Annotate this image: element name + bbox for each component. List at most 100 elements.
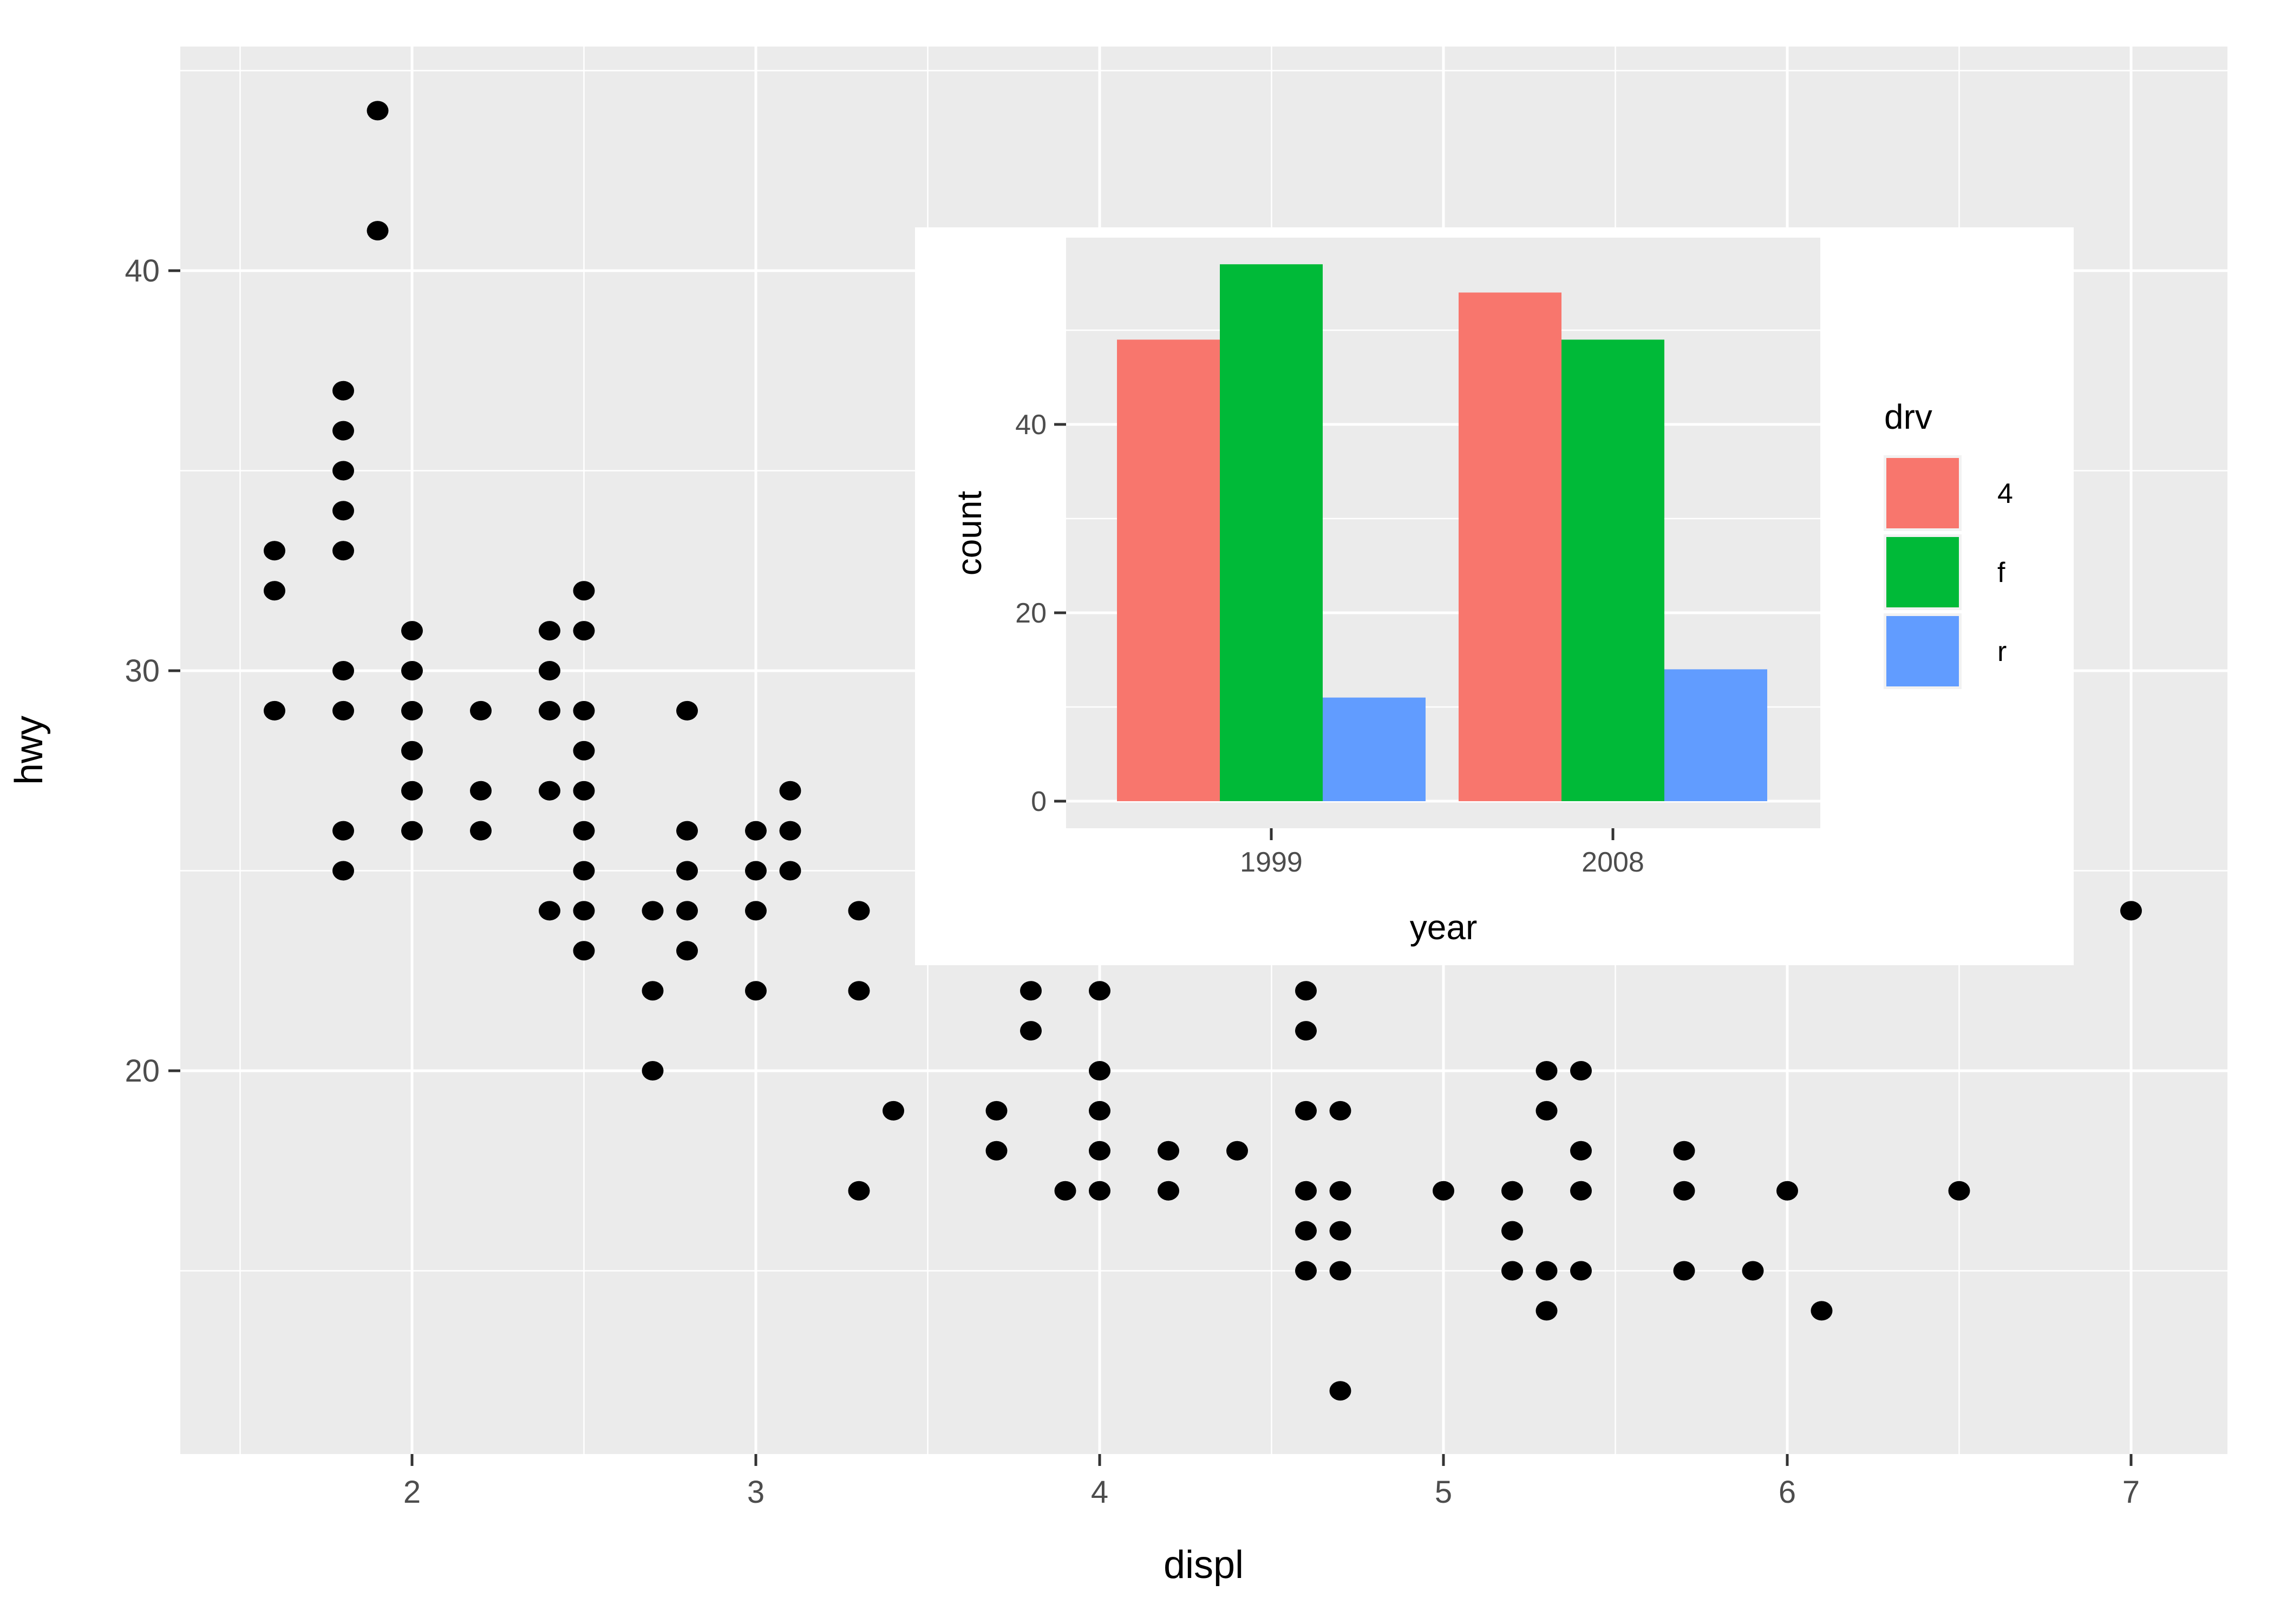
scatter-point [332,661,354,680]
scatter-point [332,541,354,561]
scatter-point [1673,1261,1695,1281]
inset-axis-ticks [1054,423,1615,840]
scatter-point [642,901,664,921]
scatter-point [1295,1221,1317,1241]
scatter-point [779,821,801,841]
inset-bar-chart: 1999 2008 0 20 40 year count drv 4 f r [915,227,2074,965]
scatter-point [745,901,767,921]
scatter-point [1226,1141,1248,1161]
scatter-point [642,981,664,1001]
scatter-point [1535,1061,1558,1081]
scatter-point [539,621,560,641]
scatter-point [1329,1221,1351,1241]
scatter-point [1535,1301,1558,1321]
scatter-point [1433,1181,1454,1201]
scatter-point [1089,1061,1110,1081]
scatter-point [539,700,560,721]
scatter-point [1742,1261,1764,1281]
x-tick-label: 3 [747,1475,764,1510]
legend-title: drv [1884,397,1932,436]
scatter-point [1089,1181,1110,1201]
scatter-point [745,861,767,881]
scatter-point [848,981,870,1001]
scatter-point [332,501,354,521]
scatter-point [1020,1021,1042,1041]
scatter-point [470,781,492,801]
scatter-point [539,661,560,680]
scatter-point [401,781,423,801]
x-tick-label: 6 [1779,1475,1796,1510]
scatter-point [573,781,595,801]
scatter-point [573,700,595,721]
scatter-point [470,821,492,841]
scatter-point [848,901,870,921]
scatter-point [779,781,801,801]
scatter-point [539,781,560,801]
scatter-point [573,581,595,601]
scatter-point [264,581,285,601]
x-tick-label: 7 [2122,1475,2140,1510]
scatter-point [332,381,354,401]
scatter-point [1089,1101,1110,1121]
scatter-point [539,901,560,921]
scatter-point [745,981,767,1001]
scatter-point [1295,981,1317,1001]
bar-1999-drv-4 [1117,339,1220,801]
scatter-point [573,821,595,841]
y-tick-label: 30 [125,653,160,689]
inset-axis-tick-labels: 1999 2008 0 20 40 [1015,409,1644,878]
x-tick-label: 2 [403,1475,421,1510]
scatter-point [264,541,285,561]
scatter-point [1501,1261,1523,1281]
scatter-point [1295,1021,1317,1041]
scatter-point [676,941,698,961]
scatter-point [367,221,389,241]
scatter-point [332,821,354,841]
inset-x-axis-title: year [1410,908,1478,947]
scatter-point [1776,1181,1798,1201]
x-axis-title: displ [1164,1543,1244,1587]
scatter-point [332,421,354,441]
y-tick-label: 20 [125,1053,160,1089]
legend-key-swatch-r [1886,616,1959,686]
bar-2008-drv-4 [1459,292,1561,801]
scatter-point [1535,1261,1558,1281]
scatter-point [1501,1221,1523,1241]
scatter-point [1673,1141,1695,1161]
scatter-point [642,1061,664,1081]
scatter-point [1811,1301,1833,1321]
y-axis-title: hwy [8,716,51,785]
scatter-point [1948,1181,1970,1201]
scatter-point [1295,1181,1317,1201]
legend-keys: 4 f r [1884,455,2013,689]
scatter-point [1089,1141,1110,1161]
scatter-point [676,700,698,721]
inset-y-tick-label: 20 [1015,598,1047,629]
legend: drv 4 f r [1884,397,2013,689]
scatter-point [1329,1381,1351,1401]
inset-bars [1117,264,1767,801]
scatter-point [401,621,423,641]
scatter-point [332,700,354,721]
scatter-point [367,101,389,121]
x-tick-label: 4 [1091,1475,1108,1510]
scatter-point [573,621,595,641]
scatter-point [401,700,423,721]
scatter-point [1501,1181,1523,1201]
scatter-point [2120,901,2142,921]
scatter-point [779,861,801,881]
scatter-point [676,901,698,921]
legend-key-swatch-4 [1886,458,1959,528]
inset-y-tick-label: 40 [1015,409,1047,441]
scatter-point [264,700,285,721]
scatter-point [1570,1141,1592,1161]
scatter-point [573,901,595,921]
scatter-point [573,941,595,961]
scatter-point [332,861,354,881]
bar-2008-drv-r [1664,669,1767,801]
scatter-point [1295,1101,1317,1121]
legend-label-f: f [1997,557,2005,588]
